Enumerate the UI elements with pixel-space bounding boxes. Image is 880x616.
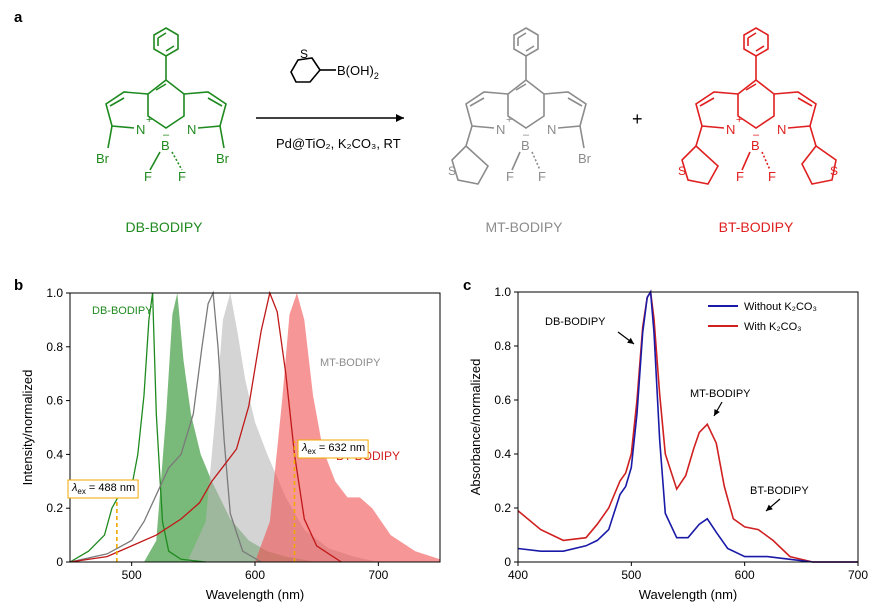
- svg-text:S: S: [678, 164, 686, 178]
- chart-b-absorption-bt-bodipy: [69, 290, 342, 563]
- chart-b-y-tick-label: 0.8: [46, 340, 63, 354]
- svg-text:N: N: [777, 122, 786, 137]
- compound-label-bt: BT-BODIPY: [719, 219, 794, 235]
- svg-text:–: –: [163, 129, 170, 141]
- chart-c-x-tick-label: 600: [735, 568, 755, 582]
- chart-b-annotation-ex632: λex = 632 nm: [301, 442, 365, 456]
- chart-c-x-tick-label: 400: [508, 568, 528, 582]
- chart-c-y-axis-label: Absorbance/normalized: [468, 359, 483, 496]
- chart-c-series-line: [517, 289, 858, 563]
- chart-c-legend-label: With K₂CO₃: [744, 321, 802, 333]
- svg-text:S: S: [830, 164, 838, 178]
- reaction-arrowhead: [396, 114, 404, 122]
- mt-bodipy-atoms: N + N B – F F Br S: [448, 114, 592, 184]
- svg-text:B: B: [521, 138, 530, 153]
- chart-c-annotation-arrowhead: [714, 409, 720, 416]
- panel-label-a: a: [14, 9, 23, 26]
- svg-text:B: B: [161, 138, 170, 153]
- svg-text:F: F: [178, 169, 186, 184]
- db-bodipy-structure: [105, 27, 227, 171]
- chart-c-x-axis-label: Wavelength (nm): [639, 587, 738, 602]
- svg-text:F: F: [506, 169, 514, 184]
- chart-b-y-tick-label: 0.4: [46, 447, 63, 461]
- panel-label-c: c: [463, 277, 471, 294]
- reagent-boronic-acid: B(OH)2: [337, 63, 379, 81]
- chart-c-y-tick-label: 0: [504, 555, 511, 569]
- svg-text:+: +: [506, 114, 512, 126]
- chart-b-x-tick-label: 600: [245, 568, 265, 582]
- chart-b-x-tick-label: 500: [122, 568, 142, 582]
- chart-c-x-tick-label: 500: [621, 568, 641, 582]
- mt-bodipy-structure: [451, 27, 587, 185]
- db-bodipy-atoms: N + N B – F F Br Br: [96, 114, 230, 184]
- svg-text:+: +: [146, 114, 152, 126]
- chart-c-frame: [517, 291, 859, 563]
- chart-b-excitation-box: [67, 479, 139, 499]
- svg-text:N: N: [547, 122, 556, 137]
- svg-text:Br: Br: [578, 151, 592, 166]
- svg-text:F: F: [144, 169, 152, 184]
- chart-b-emission-db-bodipy: [144, 293, 317, 562]
- chart-b-annotation-ex488: λex = 488 nm: [71, 482, 135, 496]
- svg-text:F: F: [768, 169, 776, 184]
- reagent-thiophene: [290, 57, 336, 83]
- svg-text:+: +: [736, 114, 742, 126]
- chart-b-label-db: DB-BODIPY: [92, 305, 153, 317]
- compound-label-mt: MT-BODIPY: [485, 219, 563, 235]
- svg-text:N: N: [726, 122, 735, 137]
- chart-c-y-tick-label: 0.4: [494, 447, 511, 461]
- chart-c-y-tick-label: 0.8: [494, 339, 511, 353]
- chart-c-annotation-label: MT-BODIPY: [690, 388, 751, 400]
- chart-c-series-line: [517, 289, 858, 563]
- chart-b-emission-bt-bodipy: [255, 293, 440, 562]
- chart-c-y-tick-label: 0.6: [494, 393, 511, 407]
- chart-b-y-axis-label: Intensity/normalized: [20, 370, 35, 486]
- chart-c-annotation-label: BT-BODIPY: [750, 485, 809, 497]
- chart-c-legend-label: Without K₂CO₃: [744, 301, 817, 313]
- chart-c-annotation-arrowhead: [766, 504, 773, 511]
- chart-b-absorption-mt-bodipy: [69, 290, 262, 563]
- compound-label-db: DB-BODIPY: [125, 219, 203, 235]
- chart-c-annotation-arrowhead: [627, 337, 634, 344]
- svg-text:–: –: [523, 129, 530, 141]
- svg-text:B: B: [751, 138, 760, 153]
- chart-c-x-tick-label: 700: [848, 568, 868, 582]
- svg-text:S: S: [448, 164, 456, 178]
- svg-text:Br: Br: [216, 151, 230, 166]
- reagent-sulfur: S: [300, 47, 308, 61]
- panel-label-b: b: [14, 277, 23, 294]
- chart-b-y-tick-label: 0.2: [46, 501, 63, 515]
- svg-text:–: –: [753, 129, 760, 141]
- svg-text:N: N: [496, 122, 505, 137]
- chart-c-y-tick-label: 1.0: [494, 285, 511, 299]
- chart-b-y-tick-label: 0.6: [46, 394, 63, 408]
- chart-c: 400 500 600 700 0 0.2 0.4 0.6 0.8 1.0 Wavelength (…: [468, 285, 868, 602]
- svg-text:N: N: [136, 122, 145, 137]
- svg-text:F: F: [538, 169, 546, 184]
- chart-b-y-tick-label: 0: [56, 555, 63, 569]
- chart-b-emission-mt-bodipy: [187, 293, 379, 562]
- chart-c-annotation-label: DB-BODIPY: [545, 316, 606, 328]
- bt-bodipy-structure: [681, 27, 837, 185]
- chart-c-y-tick-label: 0.2: [494, 501, 511, 515]
- svg-text:Br: Br: [96, 151, 110, 166]
- plus-sign: +: [632, 109, 643, 129]
- chart-b-absorption-db-bodipy: [69, 292, 206, 563]
- chart-b-x-tick-label: 700: [368, 568, 388, 582]
- reaction-conditions: Pd@TiO₂, K₂CO₃, RT: [276, 136, 401, 151]
- chart-b-label-mt: MT-BODIPY: [320, 357, 381, 369]
- svg-text:N: N: [187, 122, 196, 137]
- chart-b-excitation-box: [297, 439, 369, 459]
- chart-b-x-axis-label: Wavelength (nm): [206, 587, 305, 602]
- svg-text:F: F: [736, 169, 744, 184]
- bt-bodipy-atoms: N + N B – F F S S: [678, 114, 838, 184]
- chart-b-y-tick-label: 1.0: [46, 286, 63, 300]
